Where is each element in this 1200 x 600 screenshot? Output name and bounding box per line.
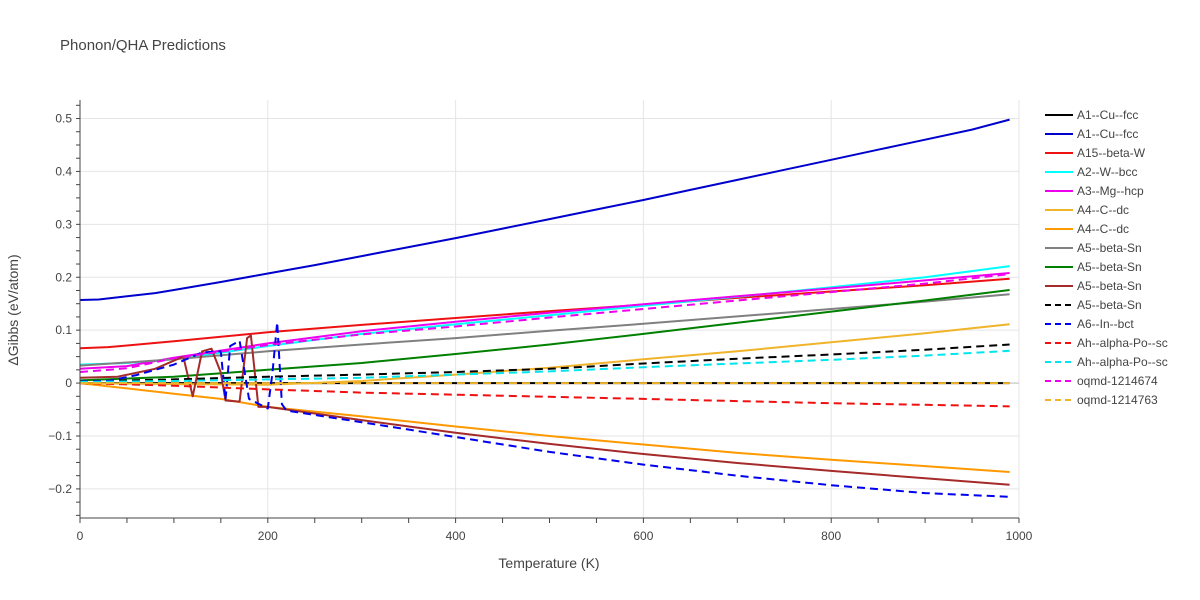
legend-entry: A15--beta-W (1077, 146, 1146, 160)
x-tick-label: 1000 (1006, 529, 1033, 543)
legend-entry: A5--beta-Sn (1077, 241, 1142, 255)
legend-entry: A3--Mg--hcp (1077, 184, 1144, 198)
series-line (79, 382, 1010, 473)
legend: A1--Cu--fcc A1--Cu--fcc A15--beta-W A2--W--… (1045, 108, 1168, 407)
legend-entry: A1--Cu--fcc (1077, 127, 1138, 141)
legend-entry: A6--In--bct (1077, 317, 1134, 331)
x-tick-label: 0 (77, 529, 84, 543)
series-line (79, 273, 1010, 373)
legend-entry: A5--beta-Sn (1077, 298, 1142, 312)
series-line (79, 321, 1010, 498)
series-line (79, 349, 1010, 383)
legend-entry: A2--W--bcc (1077, 165, 1137, 179)
legend-entry: Ah--alpha-Po--sc (1077, 355, 1168, 369)
y-tick-label: 0.2 (55, 270, 72, 284)
y-tick-label: −0.1 (48, 429, 72, 443)
x-tick-label: 200 (258, 529, 278, 543)
y-tick-label: 0.4 (55, 164, 72, 178)
legend-entry: oqmd-1214674 (1077, 374, 1158, 388)
y-tick-label: −0.2 (48, 482, 72, 496)
series-line (79, 334, 1010, 486)
y-tick-label: 0 (65, 376, 72, 390)
series-line (79, 323, 1010, 386)
x-tick-label: 600 (633, 529, 653, 543)
y-axis-ticks: −0.2 −0.1 0 0.1 0.2 0.3 0.4 0.5 (48, 112, 72, 496)
x-axis-title: Temperature (K) (498, 555, 599, 571)
series-layer (79, 118, 1010, 498)
legend-entry: A4--C--dc (1077, 222, 1129, 236)
series-line (79, 382, 1010, 408)
x-tick-label: 400 (446, 529, 466, 543)
y-tick-label: 0.5 (55, 112, 72, 126)
legend-entry: A5--beta-Sn (1077, 260, 1142, 274)
grid (80, 100, 1020, 518)
y-tick-label: 0.3 (55, 217, 72, 231)
axes (76, 100, 1020, 523)
chart-title: Phonon/QHA Predictions (60, 37, 226, 54)
series-line (79, 343, 1010, 383)
x-axis-ticks: 0 200 400 600 800 1000 (77, 529, 1033, 543)
legend-entry: A5--beta-Sn (1077, 279, 1142, 293)
y-axis-title: ΔGibbs (eV/atom) (5, 254, 21, 365)
series-line (79, 293, 1010, 367)
legend-entry: A1--Cu--fcc (1077, 108, 1138, 122)
y-tick-label: 0.1 (55, 323, 72, 337)
legend-entry: A4--C--dc (1077, 203, 1129, 217)
legend-entry: Ah--alpha-Po--sc (1077, 336, 1168, 350)
series-line (79, 289, 1010, 382)
x-tick-label: 800 (821, 529, 841, 543)
legend-entry: oqmd-1214763 (1077, 393, 1158, 407)
series-line (79, 118, 1010, 301)
